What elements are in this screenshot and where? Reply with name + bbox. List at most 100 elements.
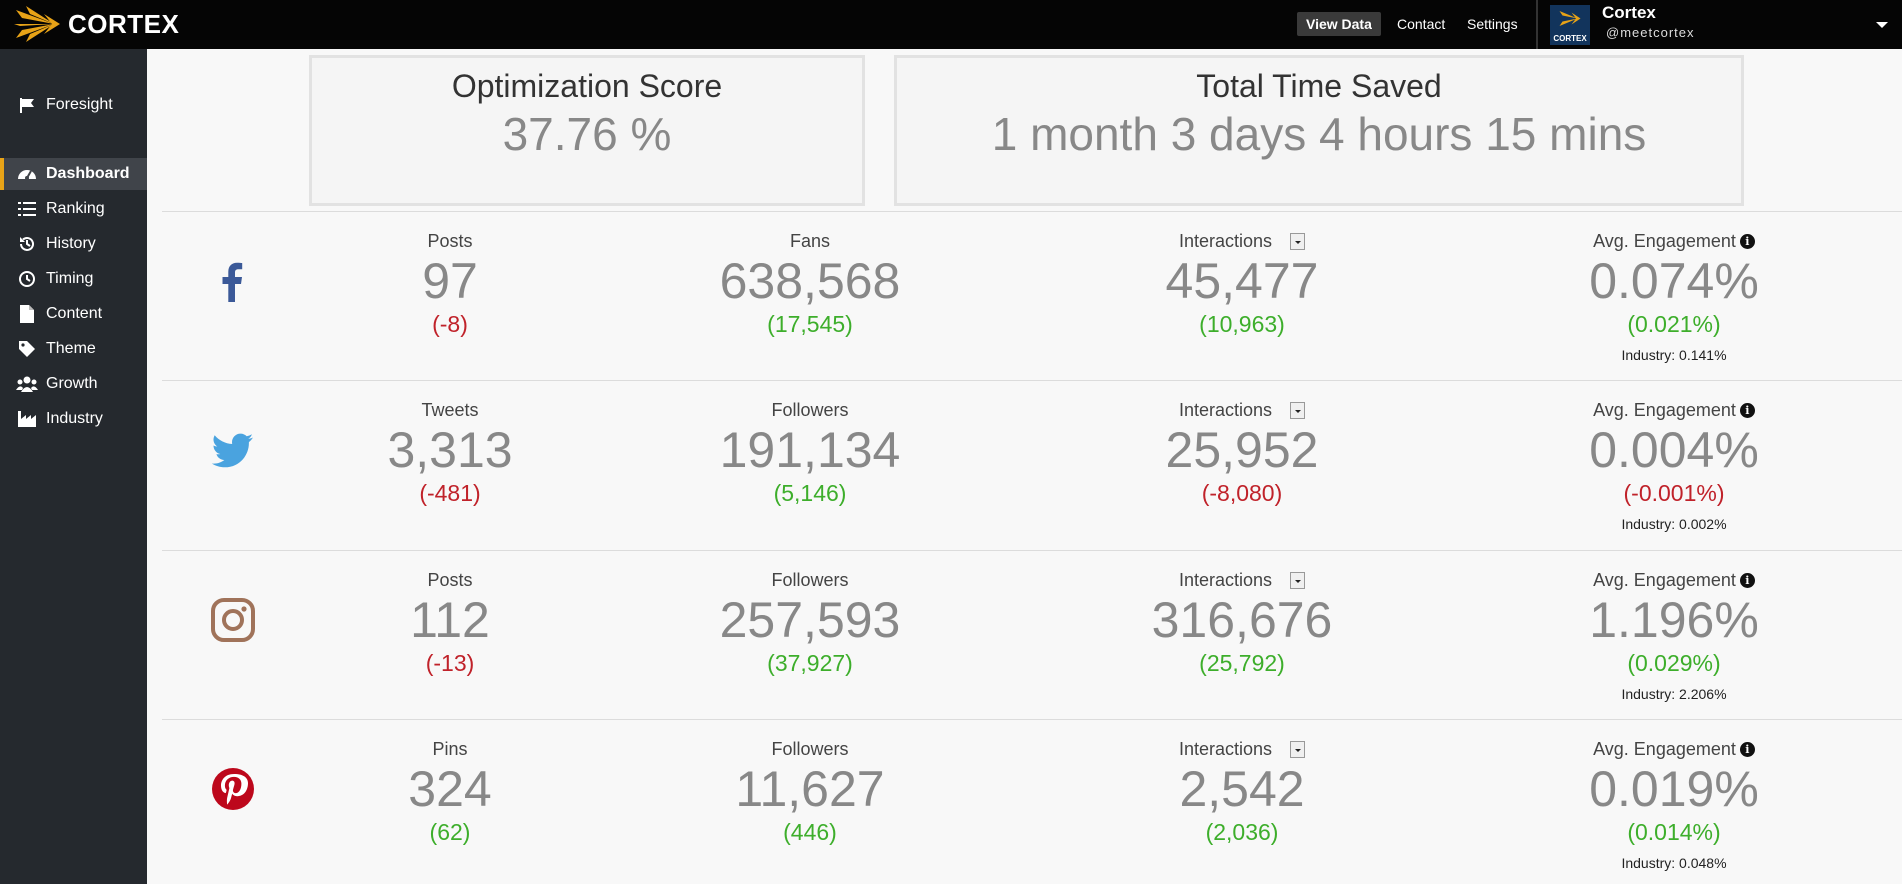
facebook-icon[interactable] [210, 258, 256, 304]
cortex-logo-icon [14, 6, 60, 42]
sidebar-item-label: Growth [46, 375, 98, 392]
interactions-metric: Interactions 45,477 (10,963) [1092, 212, 1392, 337]
sidebar-item-label: History [46, 235, 96, 252]
sidebar-item-label: Ranking [46, 200, 105, 217]
sidebar: Foresight Dashboard Ranking History Timi… [0, 49, 147, 884]
metric-label-row: Interactions [1092, 399, 1392, 421]
settings-link[interactable]: Settings [1467, 16, 1518, 32]
metric-label: Interactions [1178, 739, 1273, 759]
metric-label: Posts [427, 231, 473, 251]
view-data-link[interactable]: View Data [1297, 12, 1381, 36]
metric-label: Avg. Engagement [1593, 231, 1736, 251]
avatar: CORTEX [1550, 5, 1590, 45]
top-bar: CORTEX View Data Contact Settings CORTEX… [0, 0, 1902, 49]
info-icon[interactable]: i [1739, 233, 1755, 249]
interactions-dropdown-button[interactable] [1290, 571, 1306, 589]
metric-delta: (0.014%) [1627, 819, 1721, 845]
audience-metric: Followers 11,627 (446) [660, 720, 960, 845]
time-saved-card: Total Time Saved 1 month 3 days 4 hours … [894, 55, 1744, 206]
sidebar-item-dashboard[interactable]: Dashboard [0, 158, 147, 190]
avatar-text: CORTEX [1553, 34, 1587, 43]
metric-label: Tweets [421, 400, 479, 420]
metric-value: 257,593 [719, 592, 901, 648]
list-icon [16, 199, 38, 219]
cortex-logo[interactable]: CORTEX [14, 4, 179, 44]
interactions-metric: Interactions 2,542 (2,036) [1092, 720, 1392, 845]
metric-value: 316,676 [1151, 592, 1333, 648]
sidebar-item-label: Dashboard [46, 165, 130, 182]
interactions-dropdown-button[interactable] [1290, 401, 1306, 419]
metric-value: 0.004% [1589, 422, 1759, 478]
engagement-metric: Avg. Engagement i 0.004% (-0.001%) Indus… [1524, 381, 1824, 532]
metric-label: Pins [432, 739, 468, 759]
cortex-avatar-icon [1559, 11, 1581, 26]
tag-icon [16, 339, 38, 359]
info-icon[interactable]: i [1739, 572, 1755, 588]
sidebar-item-theme[interactable]: Theme [0, 333, 147, 365]
sidebar-item-history[interactable]: History [0, 228, 147, 260]
account-menu[interactable]: CORTEX Cortex @meetcortex [1536, 0, 1902, 49]
metric-delta: (5,146) [773, 480, 847, 506]
metric-label: Avg. Engagement [1593, 739, 1736, 759]
metric-label-row: Interactions [1092, 230, 1392, 252]
metric-value: 1.196% [1589, 592, 1759, 648]
metric-label-row: Avg. Engagement i [1524, 399, 1824, 421]
sidebar-item-timing[interactable]: Timing [0, 263, 147, 295]
sidebar-item-content[interactable]: Content [0, 298, 147, 330]
contact-link[interactable]: Contact [1397, 16, 1446, 32]
metric-label: Avg. Engagement [1593, 400, 1736, 420]
audience-metric: Followers 191,134 (5,146) [660, 381, 960, 506]
industry-benchmark: Industry: 0.141% [1621, 347, 1727, 363]
posts-metric: Pins 324 (62) [300, 720, 600, 845]
metric-label-row: Interactions [1092, 738, 1392, 760]
metric-value: 2,542 [1179, 761, 1305, 817]
sidebar-item-label: Theme [46, 340, 96, 357]
engagement-metric: Avg. Engagement i 0.019% (0.014%) Indust… [1524, 720, 1824, 871]
engagement-metric: Avg. Engagement i 0.074% (0.021%) Indust… [1524, 212, 1824, 363]
sidebar-item-label: Content [46, 305, 103, 322]
info-icon[interactable]: i [1739, 741, 1755, 757]
metric-value: 45,477 [1165, 253, 1319, 309]
time-saved-title: Total Time Saved [1196, 68, 1442, 104]
sidebar-item-growth[interactable]: Growth [0, 368, 147, 400]
interactions-dropdown-button[interactable] [1290, 740, 1306, 758]
metric-value: 25,952 [1165, 422, 1319, 478]
network-row-pinterest: Pins 324 (62) Followers 11,627 (446) Int… [162, 719, 1902, 884]
metric-label: Avg. Engagement [1593, 570, 1736, 590]
instagram-icon[interactable] [210, 597, 256, 643]
metric-value: 97 [422, 253, 478, 309]
pinterest-icon[interactable] [210, 766, 256, 812]
sidebar-item-foresight[interactable]: Foresight [0, 89, 147, 121]
metric-label: Interactions [1178, 231, 1273, 251]
metric-value: 0.074% [1589, 253, 1759, 309]
audience-metric: Fans 638,568 (17,545) [660, 212, 960, 337]
account-handle: @meetcortex [1606, 25, 1695, 40]
audience-metric: Followers 257,593 (37,927) [660, 551, 960, 676]
sidebar-item-industry[interactable]: Industry [0, 403, 147, 435]
metric-value: 11,627 [735, 761, 885, 817]
optimization-score-card: Optimization Score 37.76 % [309, 55, 865, 206]
interactions-dropdown-button[interactable] [1290, 232, 1306, 250]
metric-delta: (37,927) [767, 650, 853, 676]
metric-label-row: Avg. Engagement i [1524, 569, 1824, 591]
metric-delta: (2,036) [1205, 819, 1279, 845]
interactions-metric: Interactions 25,952 (-8,080) [1092, 381, 1392, 506]
metric-value: 0.019% [1589, 761, 1759, 817]
twitter-icon[interactable] [210, 427, 256, 473]
sidebar-item-ranking[interactable]: Ranking [0, 193, 147, 225]
posts-metric: Posts 97 (-8) [300, 212, 600, 337]
metric-delta: (-0.001%) [1623, 480, 1725, 506]
clock-icon [16, 269, 38, 289]
info-icon[interactable]: i [1739, 402, 1755, 418]
metric-label: Followers [771, 400, 849, 420]
chevron-down-icon[interactable] [1876, 22, 1888, 28]
dashboard-icon [16, 164, 38, 184]
metric-label: Posts [427, 570, 473, 590]
metric-delta: (-481) [419, 480, 481, 506]
engagement-metric: Avg. Engagement i 1.196% (0.029%) Indust… [1524, 551, 1824, 702]
time-saved-value: 1 month 3 days 4 hours 15 mins [991, 108, 1647, 160]
metric-value: 638,568 [719, 253, 901, 309]
optimization-score-value: 37.76 % [502, 108, 672, 160]
metric-label: Interactions [1178, 570, 1273, 590]
posts-metric: Posts 112 (-13) [300, 551, 600, 676]
